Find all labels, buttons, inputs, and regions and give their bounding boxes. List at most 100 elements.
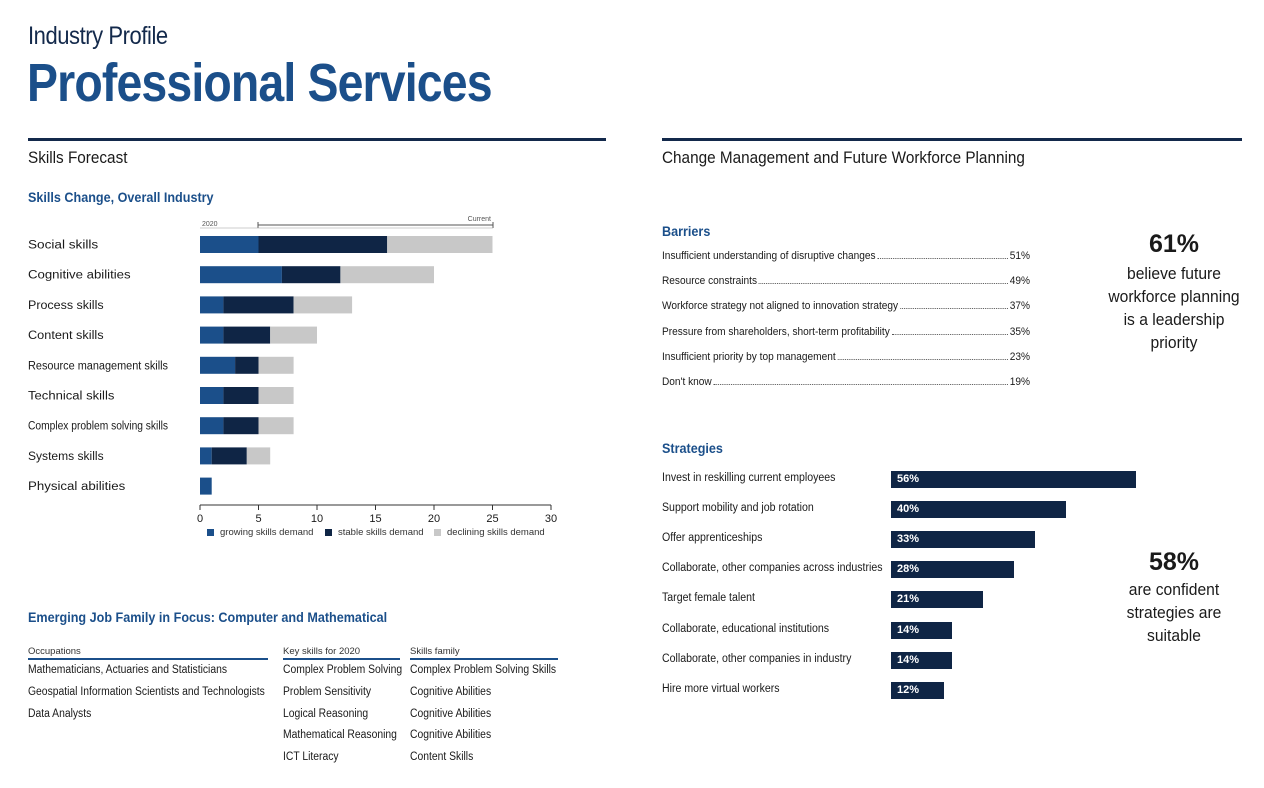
strategy-label: Collaborate, other companies in industry xyxy=(662,652,852,665)
x-tick-label: 10 xyxy=(311,513,323,525)
strategy-bar: 21% xyxy=(891,591,983,609)
job-family-title: Emerging Job Family in Focus: Computer a… xyxy=(28,609,388,625)
bar-segment-declining xyxy=(246,447,271,465)
change-mgmt-rule xyxy=(662,138,1242,141)
barrier-label: Pressure from shareholders, short-term p… xyxy=(662,326,890,338)
bar-segment-stable xyxy=(223,326,271,344)
bar-segment-growing xyxy=(200,356,236,374)
bar-segment-stable xyxy=(211,447,247,465)
skills-change-chart-title: Skills Change, Overall Industry xyxy=(28,189,214,205)
barrier-leader-dots xyxy=(899,300,1008,309)
barrier-value: 51% xyxy=(1009,250,1030,262)
barrier-value: 19% xyxy=(1009,376,1030,388)
strategy-bar: 14% xyxy=(891,651,953,669)
bar-segment-growing xyxy=(200,296,224,314)
x-tick-label: 25 xyxy=(486,513,498,525)
skills-forecast-title: Skills Forecast xyxy=(28,148,128,167)
barrier-leader-dots xyxy=(891,326,1008,335)
barrier-value: 37% xyxy=(1009,300,1030,312)
barrier-label: Don't know xyxy=(662,376,712,388)
key-skill-item: Problem Sensitivity xyxy=(283,686,372,698)
barrier-leader-dots xyxy=(758,275,1008,284)
bar-segment-growing xyxy=(200,266,282,284)
barrier-label: Insufficient priority by top management xyxy=(662,351,836,363)
bar-segment-declining xyxy=(387,236,493,253)
bar-segment-declining xyxy=(270,326,317,344)
bar-segment-stable xyxy=(223,387,259,404)
confident-strategies-stat-text: are confident strategies are suitable xyxy=(1126,580,1222,645)
legend-swatch-growing xyxy=(207,528,214,536)
occupation-item: Mathematicians, Actuaries and Statistici… xyxy=(28,664,228,676)
bar-segment-growing xyxy=(200,326,224,344)
x-tick-label: 20 xyxy=(428,513,440,525)
barrier-row: Workforce strategy not aligned to innova… xyxy=(662,300,1030,312)
category-label: Systems skills xyxy=(28,451,104,463)
category-label: Resource management skills xyxy=(28,360,168,372)
range-end-label: Current xyxy=(468,216,491,223)
bar-segment-stable xyxy=(223,417,259,435)
legend-stable-label: stable skills demand xyxy=(338,527,424,538)
legend-swatch-declining xyxy=(434,528,441,536)
change-mgmt-title: Change Management and Future Workforce P… xyxy=(662,148,1025,167)
strategy-bar: 33% xyxy=(891,531,1036,549)
barrier-label: Insufficient understanding of disruptive… xyxy=(662,250,876,262)
x-tick-label: 0 xyxy=(197,513,203,525)
skills-family-header: Skills family xyxy=(410,646,460,657)
bar-segment-growing xyxy=(200,477,212,495)
bar-segment-growing xyxy=(200,447,212,465)
category-label: Process skills xyxy=(28,300,104,312)
industry-profile-kicker: Industry Profile xyxy=(28,22,168,50)
strategy-label: Invest in reskilling current employees xyxy=(662,472,836,484)
bar-segment-declining xyxy=(258,417,294,435)
strategy-label: Hire more virtual workers xyxy=(662,682,780,695)
skills-chart-svg: 2020 Current Social skills Cognitive abilit… xyxy=(28,216,557,525)
category-label: Complex problem solving skills xyxy=(28,421,168,433)
category-label: Cognitive abilities xyxy=(28,270,131,282)
barrier-row: Insufficient priority by top management 2… xyxy=(662,351,1030,363)
barrier-leader-dots xyxy=(713,376,1008,385)
strategy-label: Collaborate, other companies across indu… xyxy=(662,562,883,575)
confident-strategies-stat-value: 58% xyxy=(1148,548,1200,576)
x-tick-label: 15 xyxy=(369,513,381,525)
bar-segment-growing xyxy=(200,387,224,404)
bar-segment-declining xyxy=(258,387,294,404)
legend-declining: declining skills demand xyxy=(434,527,545,538)
range-start-label: 2020 xyxy=(202,221,218,228)
strategies-title: Strategies xyxy=(662,440,723,456)
legend-declining-label: declining skills demand xyxy=(447,527,545,538)
skills-family-item: Cognitive Abilities xyxy=(410,686,492,698)
barrier-value: 23% xyxy=(1009,351,1030,363)
legend-growing-label: growing skills demand xyxy=(220,527,314,538)
leadership-priority-stat-text: believe future workforce planning is a l… xyxy=(1108,264,1240,352)
barrier-row: Pressure from shareholders, short-term p… xyxy=(662,326,1030,338)
strategy-bar: 12% xyxy=(891,681,944,699)
x-tick-label: 5 xyxy=(255,513,261,525)
category-label: Social skills xyxy=(28,240,98,252)
skills-family-item: Content Skills xyxy=(410,751,474,763)
strategy-bar: 14% xyxy=(891,621,953,639)
legend-swatch-stable xyxy=(325,528,332,536)
bar-segment-declining xyxy=(340,266,434,284)
skills-family-rule xyxy=(410,658,558,660)
key-skill-item: Logical Reasoning xyxy=(283,708,369,720)
occupation-item: Data Analysts xyxy=(28,708,92,720)
category-label: Physical abilities xyxy=(28,481,125,493)
key-skill-item: Mathematical Reasoning xyxy=(283,729,397,741)
barrier-leader-dots xyxy=(877,250,1008,259)
strategy-label: Collaborate, educational institutions xyxy=(662,622,830,635)
category-label: Content skills xyxy=(28,330,104,342)
barrier-row: Don't know 19% xyxy=(662,376,1030,388)
leadership-priority-stat-value: 61% xyxy=(1148,230,1200,258)
bar-segment-stable xyxy=(281,266,341,284)
bar-segment-declining xyxy=(293,296,353,314)
legend-stable: stable skills demand xyxy=(325,527,424,538)
skills-family-item: Complex Problem Solving Skills xyxy=(410,664,557,676)
skills-family-item: Cognitive Abilities xyxy=(410,708,492,720)
barrier-leader-dots xyxy=(837,351,1008,360)
bar-segment-stable xyxy=(223,296,294,314)
bar-segment-growing xyxy=(200,236,259,253)
bar-segment-declining xyxy=(258,356,294,374)
skills-family-item: Cognitive Abilities xyxy=(410,729,492,741)
barrier-row: Insufficient understanding of disruptive… xyxy=(662,250,1030,262)
barrier-label: Workforce strategy not aligned to innova… xyxy=(662,300,899,312)
